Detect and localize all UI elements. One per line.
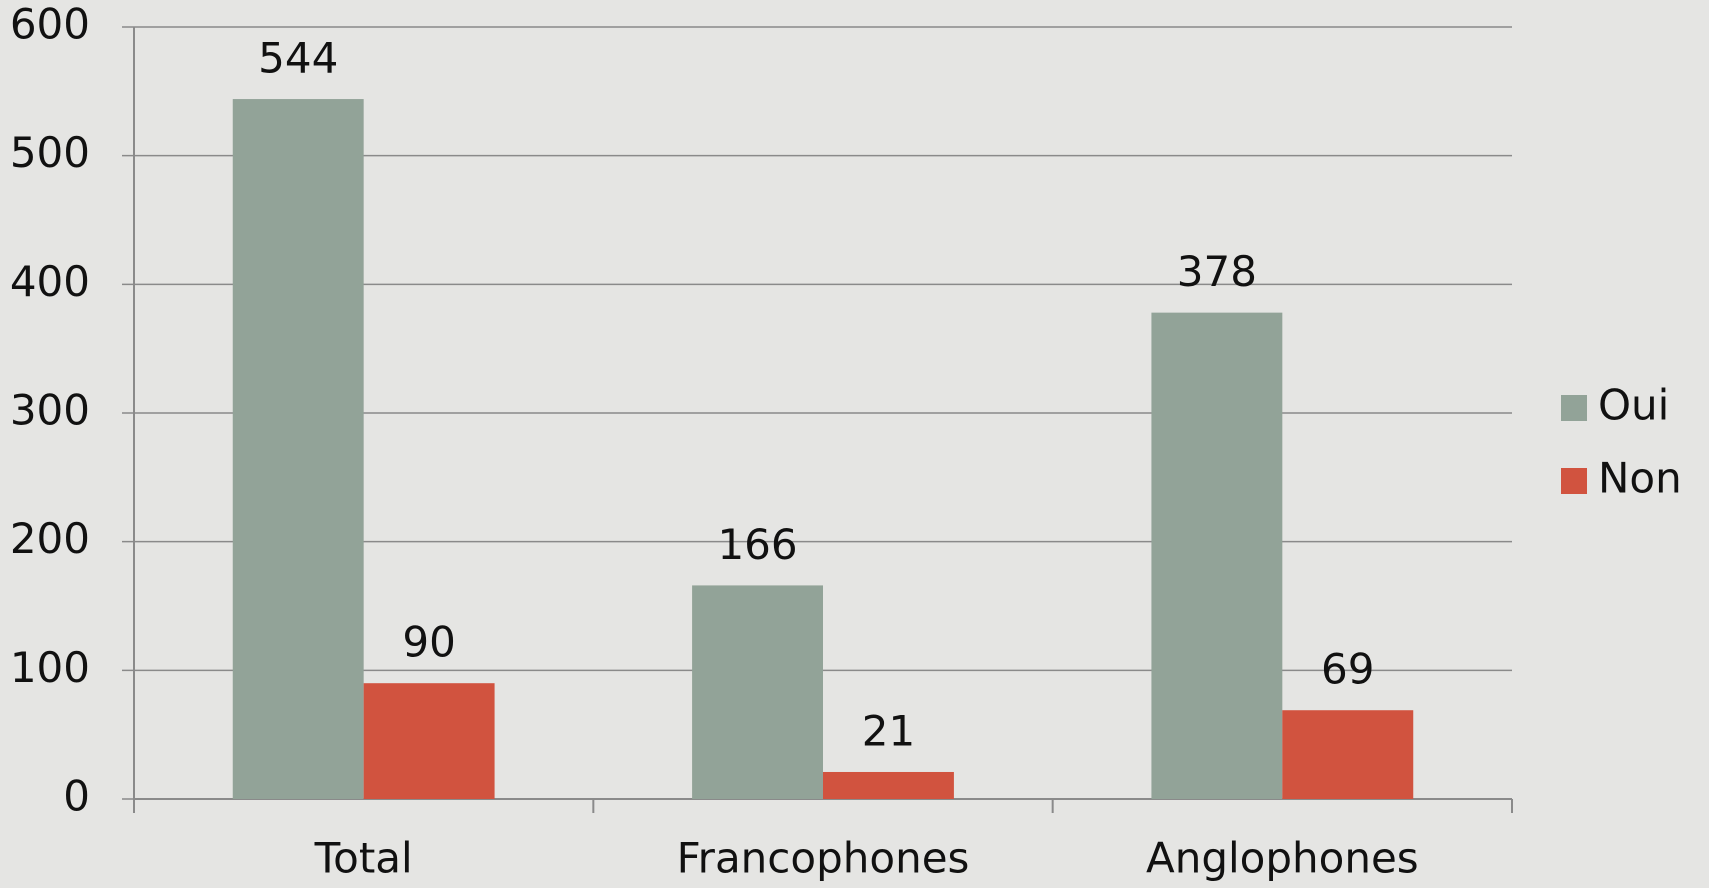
bar: [1282, 710, 1414, 799]
legend-label: Oui: [1598, 381, 1669, 430]
bar: [232, 99, 364, 799]
y-tick-label: 500: [10, 128, 90, 177]
bar: [1151, 312, 1283, 799]
bar: [823, 771, 954, 799]
x-tick-label: Francophones: [677, 834, 970, 883]
y-tick-label: 400: [10, 257, 90, 306]
bar: [692, 585, 823, 799]
legend-label: Non: [1598, 454, 1682, 503]
y-tick-label: 600: [10, 0, 90, 49]
legend-swatch: [1561, 395, 1587, 421]
legend-swatch: [1561, 468, 1587, 494]
data-label: 378: [1177, 247, 1257, 296]
y-tick-label: 100: [10, 643, 90, 692]
bar: [363, 683, 495, 799]
data-label: 90: [402, 618, 455, 667]
x-tick-label: Anglophones: [1146, 834, 1419, 883]
y-tick-label: 0: [63, 772, 90, 821]
data-label: 21: [862, 706, 915, 755]
data-label: 166: [717, 520, 797, 569]
y-tick-label: 200: [10, 514, 90, 563]
x-tick-label: Total: [314, 834, 413, 883]
data-label: 69: [1321, 645, 1374, 694]
data-label: 544: [258, 34, 338, 83]
y-tick-label: 300: [10, 386, 90, 435]
